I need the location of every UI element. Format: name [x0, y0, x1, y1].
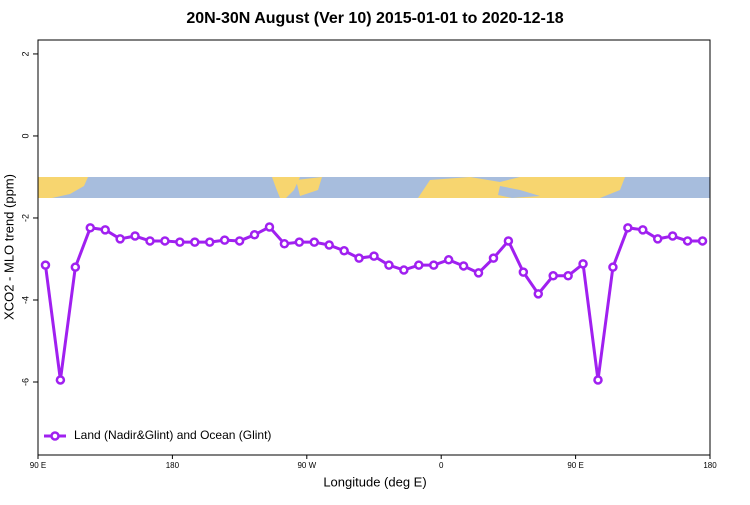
y-tick-label: 2 [20, 51, 30, 56]
data-point [339, 246, 349, 256]
series-line [43, 225, 703, 381]
data-point [55, 375, 66, 385]
data-point [85, 223, 96, 233]
data-point [533, 289, 544, 299]
data-point [369, 251, 379, 261]
data-point [100, 225, 110, 235]
data-point [294, 237, 305, 247]
data-point [309, 237, 320, 247]
data-point [219, 235, 230, 245]
data-point [458, 261, 469, 271]
data-point [563, 271, 573, 281]
data-point [324, 240, 334, 250]
x-tick-label: 180 [166, 461, 180, 470]
data-point [160, 236, 170, 246]
data-point [399, 265, 409, 275]
data-point [473, 268, 484, 278]
x-axis-label: Longitude (deg E) [323, 474, 426, 489]
x-tick-label: 0 [439, 461, 444, 470]
data-point [175, 237, 185, 247]
legend-marker [50, 431, 60, 441]
data-point [443, 255, 454, 265]
data-point [667, 231, 678, 241]
data-point [428, 260, 439, 270]
data-point [697, 236, 708, 246]
data-point [652, 234, 663, 244]
chart-title: 20N-30N August (Ver 10) 2015-01-01 to 20… [186, 10, 563, 27]
data-point [190, 237, 200, 247]
data-point [115, 234, 125, 244]
plot-frame [37, 39, 711, 456]
data-point [234, 236, 245, 246]
data-point [130, 231, 140, 241]
x-tick-label: 90 W [297, 461, 316, 470]
x-tick-label: 90 E [567, 461, 583, 470]
data-point [70, 262, 81, 272]
data-point [279, 239, 290, 249]
y-tick-label: -2 [20, 214, 30, 222]
data-point [623, 223, 633, 233]
data-point [249, 230, 260, 240]
data-point [608, 262, 618, 272]
data-point [414, 260, 424, 270]
legend-label: Land (Nadir&Glint) and Ocean (Glint) [74, 428, 271, 442]
data-point [145, 236, 155, 246]
data-point [578, 259, 588, 269]
data-point [593, 375, 603, 385]
data-point [682, 236, 693, 246]
data-point [204, 237, 215, 247]
data-point [548, 271, 558, 281]
data-point [503, 236, 514, 246]
data-point [518, 267, 529, 277]
data-point [264, 222, 275, 232]
y-tick-label: -4 [20, 296, 30, 304]
data-point [384, 260, 394, 270]
map-strip [38, 177, 710, 198]
y-axis-label: XCO2 - MLO trend (ppm) [1, 174, 16, 320]
data-point [638, 225, 648, 235]
x-tick-label: 90 E [30, 461, 46, 470]
data-point [488, 253, 499, 263]
data-point [354, 253, 364, 263]
y-tick-label: 0 [20, 133, 30, 138]
data-point [40, 260, 51, 270]
y-tick-label: -6 [20, 378, 30, 386]
x-tick-label: 180 [703, 461, 717, 470]
